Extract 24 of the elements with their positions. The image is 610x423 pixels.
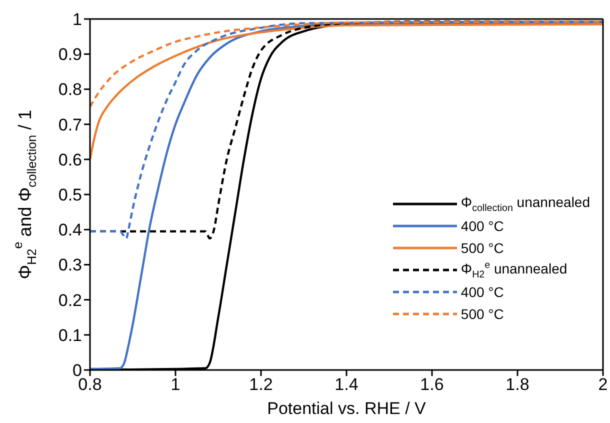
legend-label: Φ$_{H2}$$^{e}$ unannealed bbox=[460, 260, 568, 280]
x-tick-label: 2 bbox=[598, 375, 608, 394]
x-tick-label: 1.2 bbox=[249, 375, 273, 394]
y-tick-label: 0.9 bbox=[58, 45, 82, 64]
y-tick-label: 0.5 bbox=[58, 186, 82, 205]
y-tick-label: 1 bbox=[72, 10, 82, 30]
legend-label: Φ$_{collection}$ unannealed bbox=[460, 194, 590, 214]
legend-label: 500 °C bbox=[460, 306, 504, 322]
legend-label: 500 °C bbox=[460, 240, 504, 256]
y-tick-label: 0.2 bbox=[58, 290, 82, 310]
x-tick-label: 1.8 bbox=[506, 375, 530, 394]
x-tick-label: 1.6 bbox=[420, 375, 444, 394]
x-tick-label: 1.4 bbox=[334, 375, 358, 394]
y-tick-label: 0.6 bbox=[58, 150, 82, 170]
y-tick-label: 0.8 bbox=[58, 80, 82, 100]
y-tick-label: 0.7 bbox=[58, 115, 82, 134]
y-tick-label: 0.4 bbox=[58, 220, 82, 240]
y-tick-label: 0.1 bbox=[58, 326, 82, 345]
legend-label: 400 °C bbox=[460, 284, 504, 300]
x-tick-label: 1 bbox=[170, 375, 180, 394]
line-series bbox=[90, 23, 603, 160]
y-tick-label: 0.3 bbox=[58, 256, 82, 275]
x-axis-title: Potential vs. RHE / V bbox=[267, 399, 427, 418]
legend-label: 400 °C bbox=[460, 218, 504, 234]
